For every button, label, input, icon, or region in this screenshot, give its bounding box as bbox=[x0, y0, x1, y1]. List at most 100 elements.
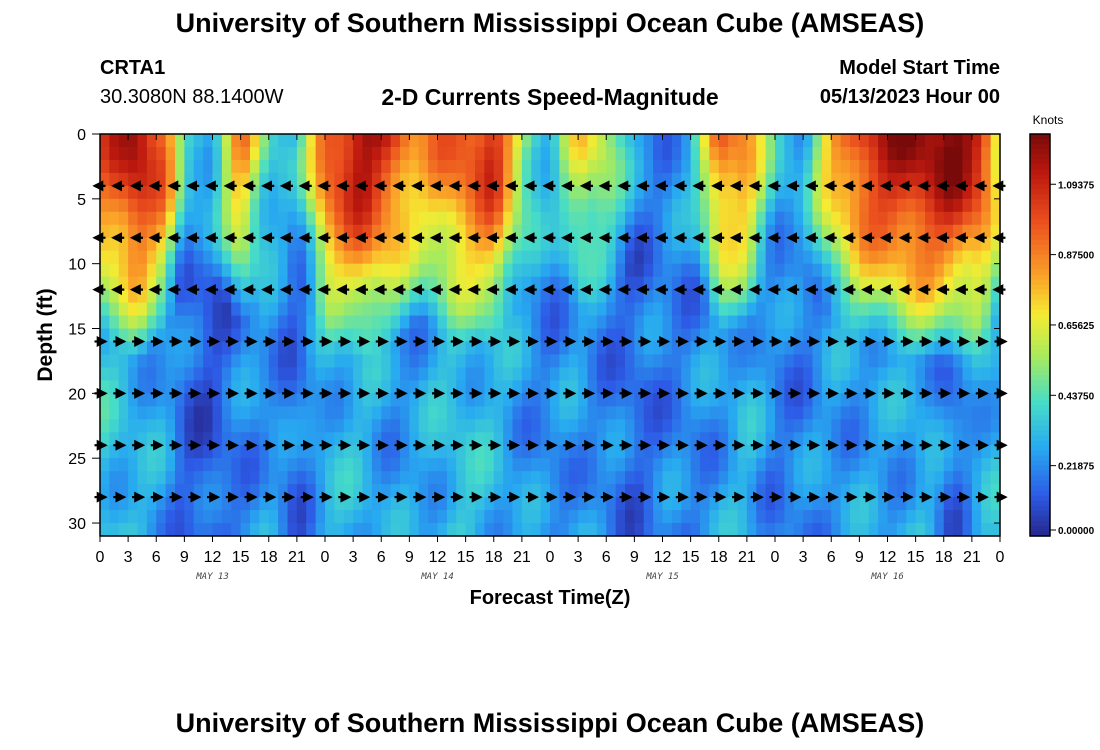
heat-cell bbox=[484, 250, 495, 265]
heat-cell bbox=[803, 289, 814, 304]
heat-cell bbox=[671, 419, 682, 433]
heat-cell bbox=[643, 315, 654, 330]
heat-cell bbox=[240, 445, 251, 459]
heat-cell bbox=[765, 250, 776, 265]
heat-cell bbox=[278, 263, 289, 278]
heat-cell bbox=[100, 380, 110, 394]
heat-cell bbox=[531, 328, 542, 343]
heat-cell bbox=[503, 198, 514, 213]
heat-cell bbox=[128, 172, 139, 187]
heat-cell bbox=[540, 289, 551, 304]
heat-cell bbox=[896, 380, 907, 394]
heat-cell bbox=[193, 315, 204, 330]
heat-cell bbox=[278, 393, 289, 407]
heat-cell bbox=[315, 276, 326, 291]
heat-cell bbox=[268, 523, 279, 536]
heat-cell bbox=[615, 393, 626, 407]
heat-cell bbox=[981, 250, 992, 265]
heat-cell bbox=[981, 211, 992, 226]
heat-cell bbox=[118, 354, 129, 369]
heat-cell bbox=[409, 432, 420, 446]
heat-cell bbox=[128, 380, 139, 394]
heat-cell bbox=[465, 432, 476, 446]
heat-cell bbox=[559, 134, 570, 148]
heat-cell bbox=[625, 134, 635, 148]
heat-cell bbox=[756, 328, 767, 343]
heat-cell bbox=[146, 406, 157, 420]
heat-cell bbox=[315, 354, 326, 369]
heat-cell bbox=[362, 289, 373, 304]
heat-cell bbox=[456, 172, 467, 187]
heat-cell bbox=[250, 484, 260, 498]
heat-cell bbox=[475, 367, 485, 381]
heat-cell bbox=[596, 458, 607, 472]
heat-cell bbox=[465, 484, 476, 498]
heat-cell bbox=[615, 445, 626, 459]
heat-cell bbox=[653, 289, 664, 304]
heat-cell bbox=[634, 497, 645, 511]
heat-cell bbox=[671, 250, 682, 265]
heat-cell bbox=[943, 406, 954, 420]
heat-cell bbox=[240, 289, 251, 304]
heat-cell bbox=[146, 263, 157, 278]
heat-cell bbox=[793, 458, 804, 472]
heat-cell bbox=[681, 185, 692, 200]
heat-cell bbox=[615, 159, 626, 174]
heat-cell bbox=[718, 263, 729, 278]
colorbar-segment bbox=[1030, 530, 1050, 537]
heat-cell bbox=[437, 510, 448, 524]
heat-cell bbox=[634, 315, 645, 330]
heat-cell bbox=[531, 224, 542, 239]
heat-cell bbox=[128, 289, 139, 304]
heat-cell bbox=[775, 445, 785, 459]
heat-cell bbox=[306, 302, 317, 317]
heat-cell bbox=[137, 380, 148, 394]
heat-cell bbox=[971, 432, 982, 446]
heat-cell bbox=[231, 134, 242, 148]
heat-cell bbox=[484, 445, 495, 459]
heat-cell bbox=[615, 250, 626, 265]
heat-cell bbox=[156, 172, 167, 187]
heat-cell bbox=[812, 419, 823, 433]
heat-cell bbox=[737, 211, 748, 226]
heat-cell bbox=[671, 484, 682, 498]
heat-cell bbox=[400, 393, 410, 407]
heat-cell bbox=[915, 354, 926, 369]
heat-cell bbox=[240, 172, 251, 187]
heat-cell bbox=[456, 185, 467, 200]
heat-cell bbox=[915, 276, 926, 291]
heat-cell bbox=[493, 224, 504, 239]
heat-cell bbox=[540, 471, 551, 485]
heat-cell bbox=[240, 198, 251, 213]
heat-cell bbox=[625, 523, 635, 536]
colorbar-segment bbox=[1030, 375, 1050, 381]
heat-cell bbox=[709, 224, 720, 239]
heat-cell bbox=[259, 445, 270, 459]
heat-cell bbox=[765, 471, 776, 485]
heat-cell bbox=[212, 172, 223, 187]
heat-cell bbox=[596, 523, 607, 536]
heat-cell bbox=[887, 237, 898, 252]
heat-cell bbox=[925, 510, 935, 524]
heat-cell bbox=[137, 172, 148, 187]
heat-cell bbox=[596, 406, 607, 420]
heat-cell bbox=[325, 367, 335, 381]
heat-cell bbox=[100, 523, 110, 536]
x-tick-label: 9 bbox=[855, 549, 864, 566]
heat-cell bbox=[821, 380, 832, 394]
heat-cell bbox=[418, 393, 429, 407]
heat-cell bbox=[756, 302, 767, 317]
heat-cell bbox=[287, 432, 298, 446]
heat-cell bbox=[990, 224, 1000, 239]
heat-cell bbox=[934, 224, 945, 239]
heat-cell bbox=[784, 159, 795, 174]
heat-cell bbox=[681, 289, 692, 304]
heat-cell bbox=[718, 211, 729, 226]
heat-cell bbox=[400, 471, 410, 485]
heat-cell bbox=[231, 471, 242, 485]
heat-cell bbox=[671, 393, 682, 407]
heat-cell bbox=[268, 211, 279, 226]
heat-cell bbox=[203, 224, 214, 239]
heat-cell bbox=[906, 484, 917, 498]
heat-cell bbox=[362, 367, 373, 381]
